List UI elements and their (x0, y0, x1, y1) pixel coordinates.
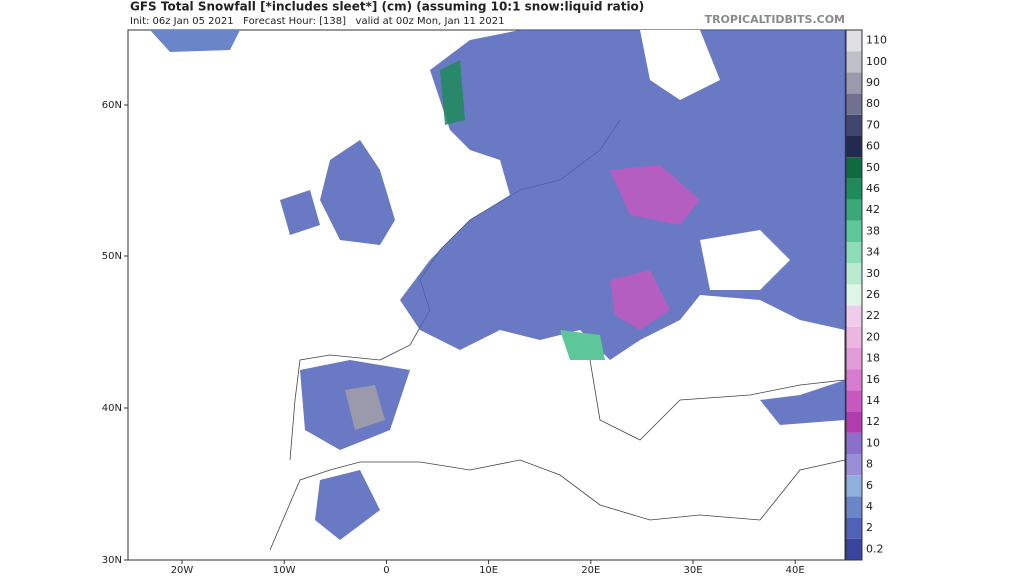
colorbar-cell (846, 369, 862, 391)
colorbar-label: 100 (866, 55, 887, 68)
colorbar-cell (846, 242, 862, 264)
lon-label: 20W (171, 565, 194, 576)
colorbar-cell (846, 326, 862, 348)
colorbar-cell (846, 496, 862, 518)
colorbar-label: 16 (866, 373, 880, 386)
colorbar-label: 26 (866, 288, 880, 301)
colorbar-label: 60 (866, 140, 880, 153)
colorbar-cell (846, 538, 862, 560)
lat-label: 30N (102, 555, 122, 566)
colorbar-label: 8 (866, 458, 873, 471)
colorbar-cell (846, 220, 862, 242)
colorbar-label: 14 (866, 394, 880, 407)
colorbar-label: 4 (866, 500, 873, 513)
colorbar-cell (846, 30, 862, 52)
colorbar-label: 80 (866, 97, 880, 110)
colorbar-label: 38 (866, 224, 880, 237)
colorbar-cell (846, 305, 862, 327)
snow-areas (150, 30, 845, 540)
colorbar-cell (846, 178, 862, 200)
colorbar-cell (846, 411, 862, 433)
colorbar-label: 70 (866, 118, 880, 131)
colorbar-cell (846, 390, 862, 412)
colorbar-cell (846, 51, 862, 73)
colorbar-cell (846, 348, 862, 370)
title: GFS Total Snowfall [*includes sleet*] (c… (130, 0, 644, 14)
lon-label: 20E (581, 565, 600, 576)
colorbar-label: 0.2 (866, 542, 884, 555)
colorbar-label: 34 (866, 246, 880, 259)
lon-label: 40E (786, 565, 805, 576)
colorbar-frame (845, 29, 863, 561)
watermark: TROPICALTIDBITS.COM (705, 13, 845, 26)
colorbar-cell (846, 93, 862, 115)
colorbar-cell (846, 284, 862, 306)
lon-label: 0 (383, 565, 389, 576)
colorbar-label: 10 (866, 436, 880, 449)
colorbar-cell (846, 454, 862, 476)
colorbar-label: 50 (866, 161, 880, 174)
colorbar-label: 20 (866, 330, 880, 343)
lon-label: 10E (479, 565, 498, 576)
colorbar-label: 12 (866, 415, 880, 428)
colorbar-cell (846, 517, 862, 539)
colorbar-label: 110 (866, 34, 887, 47)
lat-label: 50N (102, 251, 122, 262)
colorbar-label: 42 (866, 203, 880, 216)
colorbar-label: 2 (866, 521, 873, 534)
map-panel (127, 29, 846, 561)
colorbar-label: 6 (866, 479, 873, 492)
lon-label: 30E (683, 565, 702, 576)
axes: 60N 50N 40N 30N 20W 10W 0 10E 20E 30E 40E (102, 100, 805, 576)
subtitle: Init: 06z Jan 05 2021 Forecast Hour: [13… (130, 16, 504, 27)
colorbar-label: 30 (866, 267, 880, 280)
lat-label: 40N (102, 403, 122, 414)
lat-label: 60N (102, 100, 122, 111)
colorbar: 0.22468101214161820222630343842465060708… (845, 29, 887, 561)
colorbar-cell (846, 157, 862, 179)
colorbar-cell (846, 475, 862, 497)
colorbar-label: 22 (866, 309, 880, 322)
colorbar-label: 46 (866, 182, 880, 195)
colorbar-cell (846, 263, 862, 285)
colorbar-cell (846, 114, 862, 136)
colorbar-cell (846, 432, 862, 454)
lon-label: 10W (273, 565, 296, 576)
colorbar-cell (846, 136, 862, 158)
colorbar-label: 90 (866, 76, 880, 89)
colorbar-cell (846, 199, 862, 221)
colorbar-label: 18 (866, 352, 880, 365)
colorbar-cell (846, 72, 862, 94)
